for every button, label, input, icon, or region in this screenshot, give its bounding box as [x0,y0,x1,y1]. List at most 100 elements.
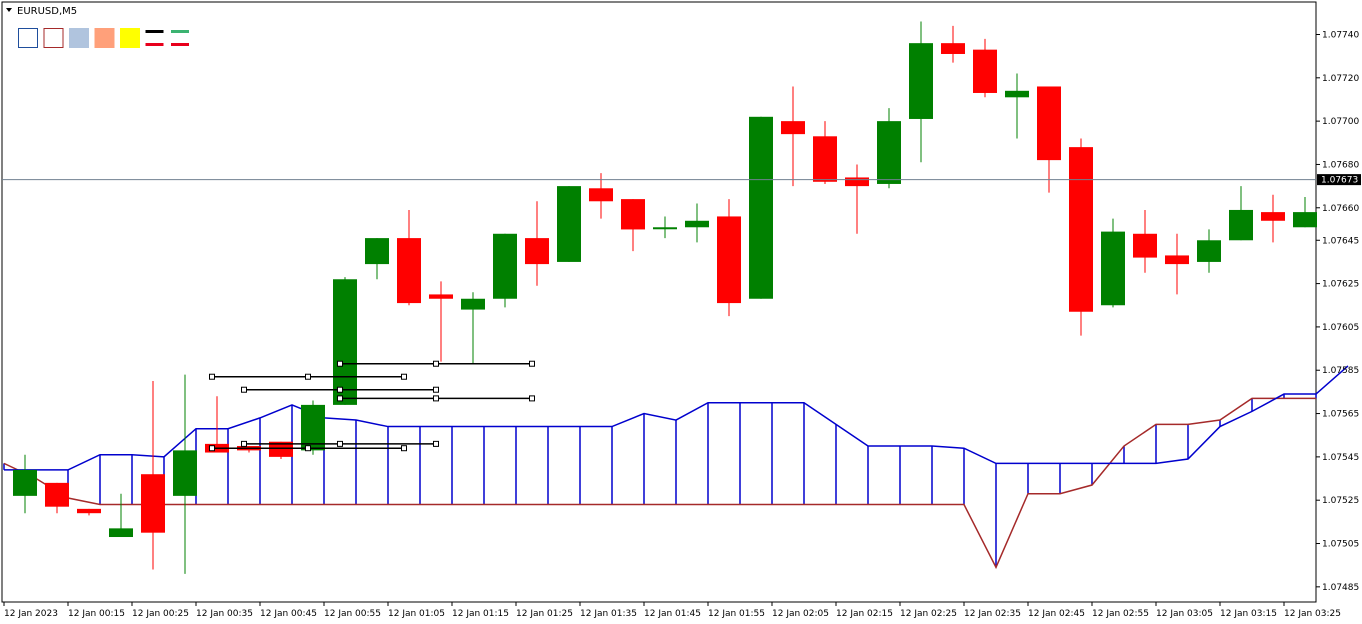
candle-body [461,298,485,310]
candle [877,108,901,189]
candle-body [589,188,613,202]
symbol-timeframe-label: EURUSD,M5 [17,6,77,17]
horizontal-levels [209,360,535,452]
candle-body [173,450,197,496]
candle [461,292,485,364]
candle-body [973,49,997,93]
candle-body [1165,255,1189,265]
time-axis: 12 Jan 2023 12 Jan 00:15 12 Jan 00:25 12 Ja… [3,602,1341,619]
level-anchor-point [529,360,535,367]
swatch-box [43,28,64,48]
time-tick-label: 12 Jan 02:55 [1092,609,1149,619]
candle [109,493,133,538]
candle-body [1037,86,1061,161]
outline-red-swatch[interactable] [43,28,64,48]
time-tick-label: 12 Jan 01:35 [580,609,637,619]
candle-body [1261,212,1285,221]
light-steel-swatch[interactable] [69,28,89,48]
candle-body [301,404,325,451]
level-anchor-point [433,395,439,402]
candle [781,86,805,187]
swatch-box [120,28,140,48]
level-line [241,386,439,393]
candle [429,281,453,362]
level-anchor-point [209,373,215,380]
price-tick-label: 1.07605 [1322,323,1359,333]
level-anchor-point [305,373,311,380]
candle-body [429,294,453,299]
candle [173,374,197,574]
level-line [209,445,407,452]
time-tick-label: 12 Jan 03:25 [1284,609,1341,619]
black-red-lines-swatch[interactable] [145,30,164,46]
outline-blue-swatch[interactable] [18,28,38,48]
symbol-header[interactable]: EURUSD,M5 [6,6,77,17]
candle-body [845,177,869,187]
level-anchor-point [305,445,311,452]
candle-body [1229,209,1253,241]
time-tick-label: 12 Jan 02:45 [1028,609,1085,619]
plot-area[interactable] [1,1,1317,603]
candle-body [1293,212,1317,228]
level-line [337,395,535,402]
candle-body [685,220,709,228]
level-anchor-point [401,373,407,380]
candle [141,381,165,570]
yellow-swatch[interactable] [120,28,140,48]
level-anchor-point [401,445,407,452]
candle-body [77,508,101,514]
level-anchor-point [209,445,215,452]
price-tick-label: 1.07545 [1322,453,1359,463]
green-red-lines-swatch[interactable] [171,30,189,46]
level-line [241,440,439,447]
time-tick-label: 12 Jan 01:25 [516,609,573,619]
swatch-box [94,28,115,48]
candle-body [941,43,965,54]
object-toolbar [18,28,189,48]
candle [365,238,389,280]
candle [1165,233,1189,295]
level-anchor-point [241,386,247,393]
candle [557,186,581,262]
level-anchor-point [433,386,439,393]
level-anchor-point [433,360,439,367]
candle-body [493,233,517,299]
candle [13,454,37,514]
candlesticks [13,21,1317,574]
candle [397,209,421,306]
candle [45,482,69,514]
candle [813,121,837,184]
level-line [337,360,535,367]
level-anchor-point [529,395,535,402]
light-salmon-swatch[interactable] [94,28,115,48]
candle-body [269,441,293,457]
price-tick-label: 1.07525 [1322,496,1359,506]
price-tick-label: 1.07485 [1322,583,1359,593]
candle-body [365,238,389,265]
time-tick-label: 12 Jan 02:25 [900,609,957,619]
candle [1101,218,1125,308]
level-anchor-point [337,386,343,393]
price-tick-label: 1.07720 [1322,74,1359,84]
candle [941,25,965,63]
candle [717,199,741,317]
time-tick-label: 12 Jan 2023 [4,609,58,619]
dropdown-triangle-icon[interactable] [6,8,12,12]
price-tick-label: 1.07680 [1322,160,1359,170]
candle-body [1069,147,1093,312]
price-tick-label: 1.07585 [1322,366,1359,376]
candle-body [525,238,549,265]
time-tick-label: 12 Jan 00:55 [324,609,381,619]
time-tick-label: 12 Jan 01:45 [644,609,701,619]
candle [621,199,645,252]
candle [301,400,325,455]
time-tick-label: 12 Jan 00:15 [68,609,125,619]
time-tick-label: 12 Jan 03:05 [1156,609,1213,619]
candle-body [13,469,37,496]
candle [1037,86,1061,193]
candle [1133,209,1157,273]
candle [1229,186,1253,241]
swatch-line-top [145,30,164,33]
candle [333,277,357,405]
